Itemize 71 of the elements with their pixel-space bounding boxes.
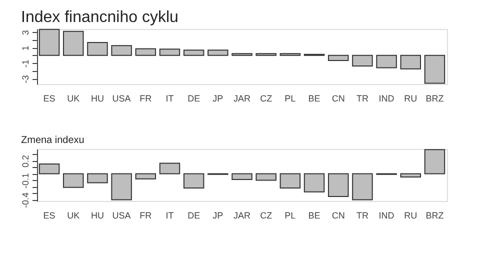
x-tick-label: IT <box>166 94 174 104</box>
x-tick-label: RU <box>404 210 418 220</box>
bar <box>183 173 204 188</box>
x-tick-label: UK <box>67 94 80 104</box>
x-tick-label: TR <box>356 210 369 220</box>
x-tick-label: PL <box>284 94 296 104</box>
y-tick-label: 0.2 <box>20 154 30 168</box>
bar <box>400 54 421 70</box>
bar <box>159 162 180 174</box>
x-tick-label: BRZ <box>426 94 444 104</box>
x-tick-label: DE <box>188 210 200 220</box>
x-tick-label: JAR <box>233 210 251 220</box>
bar <box>63 173 84 188</box>
bar <box>38 163 60 174</box>
bar <box>424 54 446 84</box>
x-tick-label: BE <box>308 94 320 104</box>
bar <box>256 173 276 181</box>
bar <box>376 54 397 68</box>
x-tick-label: DE <box>188 94 200 104</box>
bar <box>424 149 446 174</box>
x-tick-label: IND <box>378 210 395 220</box>
x-tick-label: BE <box>308 210 320 220</box>
bar <box>111 45 132 56</box>
x-tick-label: RU <box>404 94 418 104</box>
x-tick-label: IT <box>166 210 174 220</box>
bar <box>328 173 349 197</box>
x-tick-label: FR <box>140 94 152 104</box>
bar <box>111 173 132 200</box>
x-tick-label: BRZ <box>426 210 444 220</box>
bar <box>63 30 84 56</box>
x-tick-label: IND <box>378 94 395 104</box>
x-tick-label: FR <box>140 210 152 220</box>
bar <box>159 48 180 56</box>
x-tick-label: CN <box>332 210 345 220</box>
x-tick-label: ES <box>43 210 56 220</box>
bar <box>280 173 301 188</box>
bar <box>352 173 373 200</box>
x-tick-label: CZ <box>260 94 273 104</box>
x-tick-label: HU <box>90 94 104 104</box>
bar <box>87 173 108 184</box>
bar <box>304 173 325 192</box>
x-tick-label: HU <box>90 210 104 220</box>
x-tick-label: JP <box>212 94 224 104</box>
y-tick-label: -1 <box>20 60 30 68</box>
y-tick-label: 3 <box>20 30 30 36</box>
bar <box>208 50 228 56</box>
x-tick-label: JAR <box>233 94 251 104</box>
bar <box>328 54 349 62</box>
chart-title: Index financniho cyklu <box>21 8 178 26</box>
y-tick-label: -3 <box>20 75 30 84</box>
bar <box>352 54 373 67</box>
bar <box>183 50 204 56</box>
bar <box>38 28 60 56</box>
x-tick-label: UK <box>67 210 80 220</box>
bar <box>135 48 156 56</box>
x-tick-label: ES <box>43 94 56 104</box>
y-tick-label: -0.1 <box>20 172 30 188</box>
x-tick-label: JP <box>212 210 224 220</box>
x-tick-label: TR <box>356 94 369 104</box>
bar <box>135 173 156 180</box>
x-tick-label: USA <box>112 210 131 220</box>
bar <box>232 173 252 180</box>
x-tick-label: CZ <box>260 210 273 220</box>
y-tick-label: -0.4 <box>20 192 30 208</box>
bar <box>400 173 421 178</box>
x-tick-label: USA <box>112 94 131 104</box>
x-tick-label: CN <box>332 94 345 104</box>
bar <box>87 42 108 56</box>
chart-title: Zmena indexu <box>21 135 84 146</box>
y-tick-label: 1 <box>20 46 30 51</box>
x-tick-label: PL <box>284 210 296 220</box>
